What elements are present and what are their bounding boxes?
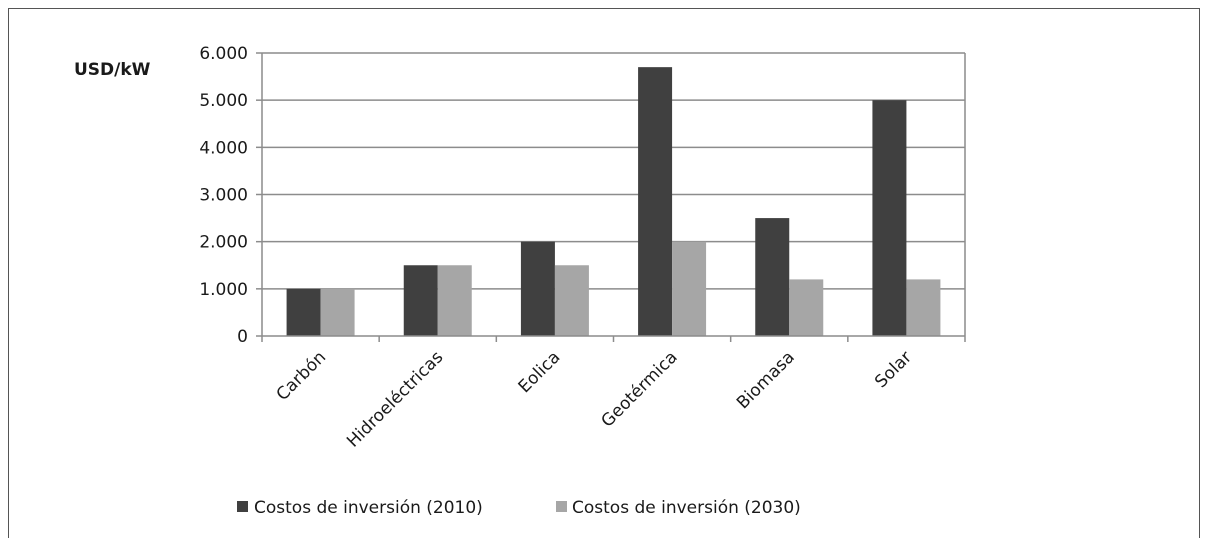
bar-2010 <box>403 265 438 336</box>
y-tick-label: 1.000 <box>199 280 248 300</box>
bar-2030 <box>789 279 824 336</box>
y-tick-label: 5.000 <box>199 91 248 111</box>
legend-swatch <box>237 501 248 512</box>
legend-label: Costos de inversión (2010) <box>254 498 483 518</box>
bar-2030 <box>906 279 941 336</box>
bar-2010 <box>286 288 321 336</box>
x-tick-label: Geotérmica <box>598 347 682 431</box>
bar-2010 <box>638 67 673 337</box>
legend-label: Costos de inversión (2030) <box>572 498 801 518</box>
bar-2010 <box>520 241 555 336</box>
bar-2010 <box>872 100 907 337</box>
y-axis-label: USD/kW <box>74 60 151 80</box>
x-axis-ticks: Carbón Hidroeléctricas Eolica Geotérmica Bio… <box>273 347 916 451</box>
bar-2030 <box>320 288 355 336</box>
figure-frame <box>8 8 1200 538</box>
x-tick-label: Carbón <box>273 347 330 404</box>
axes <box>261 53 966 342</box>
x-tick-label: Biomasa <box>733 347 799 413</box>
bars <box>286 67 941 337</box>
bar-2030 <box>672 241 707 336</box>
legend-swatch <box>556 501 567 512</box>
x-tick-label: Hidroeléctricas <box>343 347 447 451</box>
y-tick-label: 2.000 <box>199 233 248 253</box>
bar-2030 <box>437 265 472 336</box>
x-tick-label: Eolica <box>515 347 565 397</box>
gridlines <box>256 52 965 337</box>
y-tick-label: 3.000 <box>199 186 248 206</box>
legend: Costos de inversión (2010) Costos de inve… <box>237 498 801 518</box>
y-axis-ticks: 0 1.000 2.000 3.000 4.000 5.000 6.000 <box>199 44 248 347</box>
y-tick-label: 0 <box>237 327 248 347</box>
bar-2030 <box>554 265 589 336</box>
y-tick-label: 4.000 <box>199 138 248 158</box>
y-tick-label: 6.000 <box>199 44 248 64</box>
bar-2010 <box>755 218 790 336</box>
x-tick-label: Solar <box>871 347 916 392</box>
